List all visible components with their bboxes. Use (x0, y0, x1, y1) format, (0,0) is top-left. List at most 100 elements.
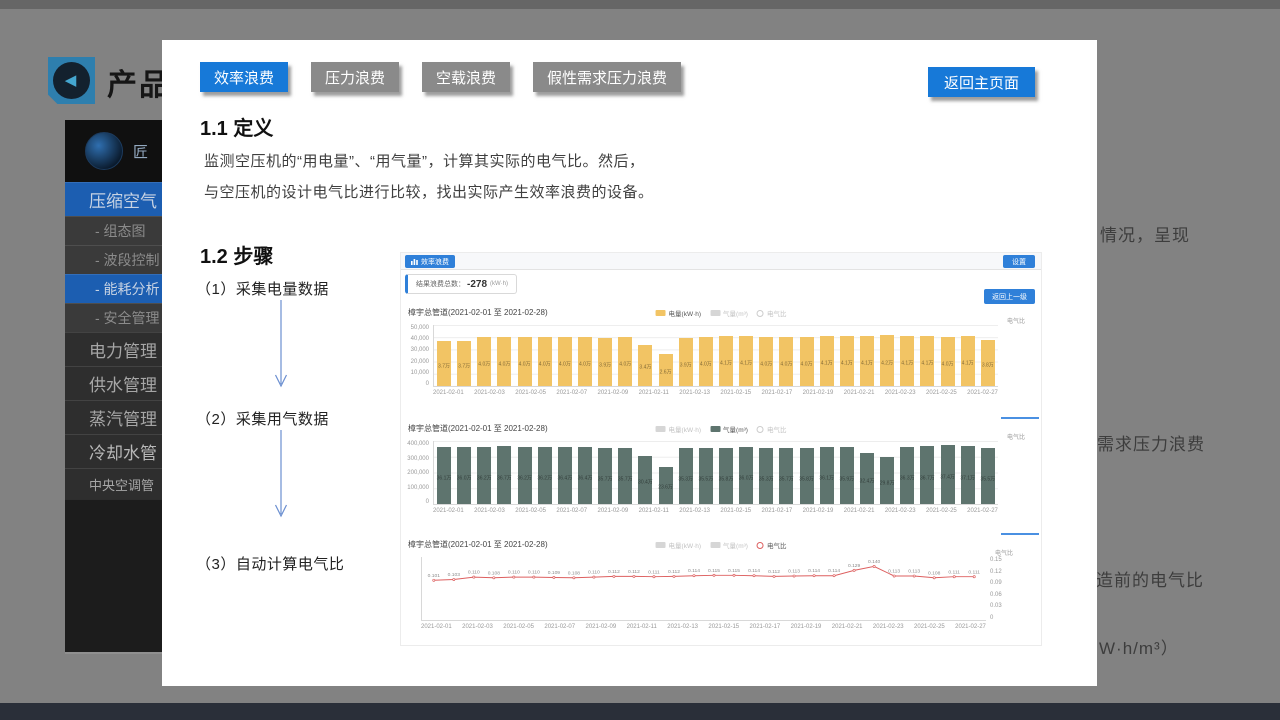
definition-line2: 与空压机的设计电气比进行比较，找出实际产生效率浪费的设备。 (204, 184, 654, 201)
bar: 23.6万 (658, 466, 673, 504)
bar: 35.8万 (719, 447, 733, 504)
y-tick-label: 0.12 (990, 568, 1002, 575)
bar: 3.9万 (678, 338, 693, 386)
point-value-label: 0.110 (468, 570, 480, 576)
y-tick-label: 0 (425, 380, 429, 387)
point-value-label: 0.114 (748, 568, 760, 574)
tab-pressure-waste[interactable]: 压力浪费 (311, 62, 400, 92)
bar-value-label: 36.2万 (537, 475, 553, 482)
chart-legend: 电量(kW·h) 气量(m³) 电气比 (655, 540, 786, 550)
x-tick-label: 2021-02-09 (597, 508, 629, 514)
y-tick-label: 50,000 (410, 325, 429, 331)
bar-value-label: 4.0万 (518, 361, 531, 368)
bar: 4.1万 (960, 335, 975, 386)
x-tick-label: 2021-02-17 (749, 624, 781, 630)
y-tick-label: 0 (990, 614, 994, 621)
background-text-fragment: 造前的电气比 (1096, 571, 1204, 590)
bar: 4.0万 (477, 337, 492, 386)
bar-value-label: 35.5万 (980, 476, 996, 483)
x-tick-label: 2021-02-09 (585, 624, 617, 630)
bar-value-label: 4.1万 (860, 360, 873, 367)
bar-value-label: 35.7万 (597, 476, 613, 483)
legend-item[interactable]: 电量(kW·h) (655, 540, 701, 550)
legend-item[interactable]: 气量(m³) (710, 424, 748, 434)
x-tick-label: 2021-02-21 (843, 508, 875, 514)
x-tick-label: 2021-02-11 (638, 508, 669, 514)
bar: 36.4万 (578, 446, 592, 504)
bar: 3.9万 (598, 338, 613, 386)
legend-item[interactable]: 电气比 (756, 308, 786, 318)
x-tick-label: 2021-02-11 (638, 390, 669, 396)
legend-item[interactable]: 电气比 (756, 540, 786, 550)
x-tick-label: 2021-02-23 (884, 390, 916, 396)
tab-efficiency-waste[interactable]: 效率浪费 (200, 62, 289, 92)
bar-value-label: 36.0万 (456, 475, 472, 482)
data-point (672, 574, 676, 578)
bar: 36.7万 (497, 446, 512, 504)
right-axis-label: 电气比 (1006, 319, 1025, 325)
bar: 4.0万 (557, 337, 572, 386)
bar: 36.2万 (517, 447, 532, 504)
bar: 3.7万 (457, 340, 472, 386)
legend-item[interactable]: 气量(m³) (710, 540, 748, 550)
steps-heading: 1.2 步骤 (200, 246, 274, 268)
y-tick-label: 100,000 (407, 484, 429, 491)
bar-value-label: 4.0万 (800, 361, 813, 368)
bar-value-label: 2.6万 (659, 369, 672, 376)
legend-circle-icon (756, 309, 764, 317)
x-tick-label: 2021-02-15 (708, 624, 740, 630)
data-point (732, 573, 736, 577)
bar: 35.9万 (839, 447, 854, 504)
data-point (872, 565, 876, 568)
data-point (912, 574, 916, 578)
x-tick-label: 2021-02-13 (679, 508, 710, 514)
y-tick-label: 400,000 (407, 441, 429, 447)
bar-value-label: 35.3万 (758, 476, 774, 483)
bar: 37.1万 (960, 445, 975, 504)
settings-button[interactable]: 设置 (1003, 255, 1035, 268)
point-value-label: 0.103 (448, 572, 461, 578)
bar: 4.2万 (880, 334, 895, 386)
y-tick-label: 200,000 (407, 470, 429, 476)
definition-line1: 监测空压机的“用电量”、“用气量”，计算其实际的电气比。然后， (204, 153, 645, 170)
point-value-label: 0.114 (808, 568, 820, 574)
x-tick-label: 2021-02-23 (884, 508, 916, 514)
chart-title: 樟宇总管道(2021-02-01 至 2021-02-28) (408, 424, 548, 433)
legend-item[interactable]: 电量(kW·h) (655, 424, 701, 434)
bar: 3.4万 (638, 344, 653, 386)
plot-area: 3.7万 3.7万 4.0万 4.0万 4.0万 4.0万 4.0万 4.0万 3.9万 4.0万… (433, 325, 998, 387)
back-to-main-button[interactable]: 返回主页面 (927, 67, 1035, 97)
bar-value-label: 3.9万 (599, 362, 612, 369)
back-one-level-button[interactable]: 返回上一级 (984, 289, 1035, 304)
data-point (952, 575, 956, 579)
bar: 3.7万 (437, 340, 451, 386)
definition-heading: 1.1 定义 (200, 118, 274, 140)
bar-value-label: 4.2万 (881, 360, 894, 367)
legend-item[interactable]: 电量(kW·h) (655, 308, 702, 318)
x-tick-label: 2021-02-05 (503, 624, 534, 630)
bar-value-label: 36.0万 (738, 475, 754, 482)
bar-value-label: 4.1万 (921, 360, 934, 367)
point-value-label: 0.108 (568, 570, 581, 576)
data-point (892, 574, 896, 578)
bar: 35.5万 (698, 448, 713, 504)
legend-item[interactable]: 气量(m³) (710, 308, 748, 318)
bar: 35.7万 (597, 447, 613, 504)
legend-swatch-icon (710, 426, 721, 432)
y-tick-label: 300,000 (407, 455, 429, 462)
legend-item[interactable]: 电气比 (756, 424, 786, 434)
bar: 4.0万 (618, 337, 633, 386)
bar: 4.0万 (799, 337, 814, 386)
right-y-axis-ticks: 0.15 0.12 0.09 0.06 0.03 0 (986, 557, 1036, 621)
bar: 36.1万 (437, 447, 451, 504)
point-value-label: 0.113 (888, 569, 900, 575)
legend-label: 电量(kW·h) (668, 311, 702, 318)
bar-value-label: 36.3万 (899, 475, 915, 482)
tab-false-demand-pressure-waste[interactable]: 假性需求压力浪费 (533, 62, 682, 92)
right-axis-label: 电气比 (994, 551, 1013, 557)
bar: 36.0万 (739, 447, 753, 504)
efficiency-waste-badge[interactable]: 效率浪费 (405, 255, 455, 268)
tab-idle-waste[interactable]: 空载浪费 (422, 62, 511, 92)
bar-value-label: 3.4万 (639, 364, 652, 371)
chart-legend: 电量(kW·h) 气量(m³) 电气比 (655, 308, 786, 318)
